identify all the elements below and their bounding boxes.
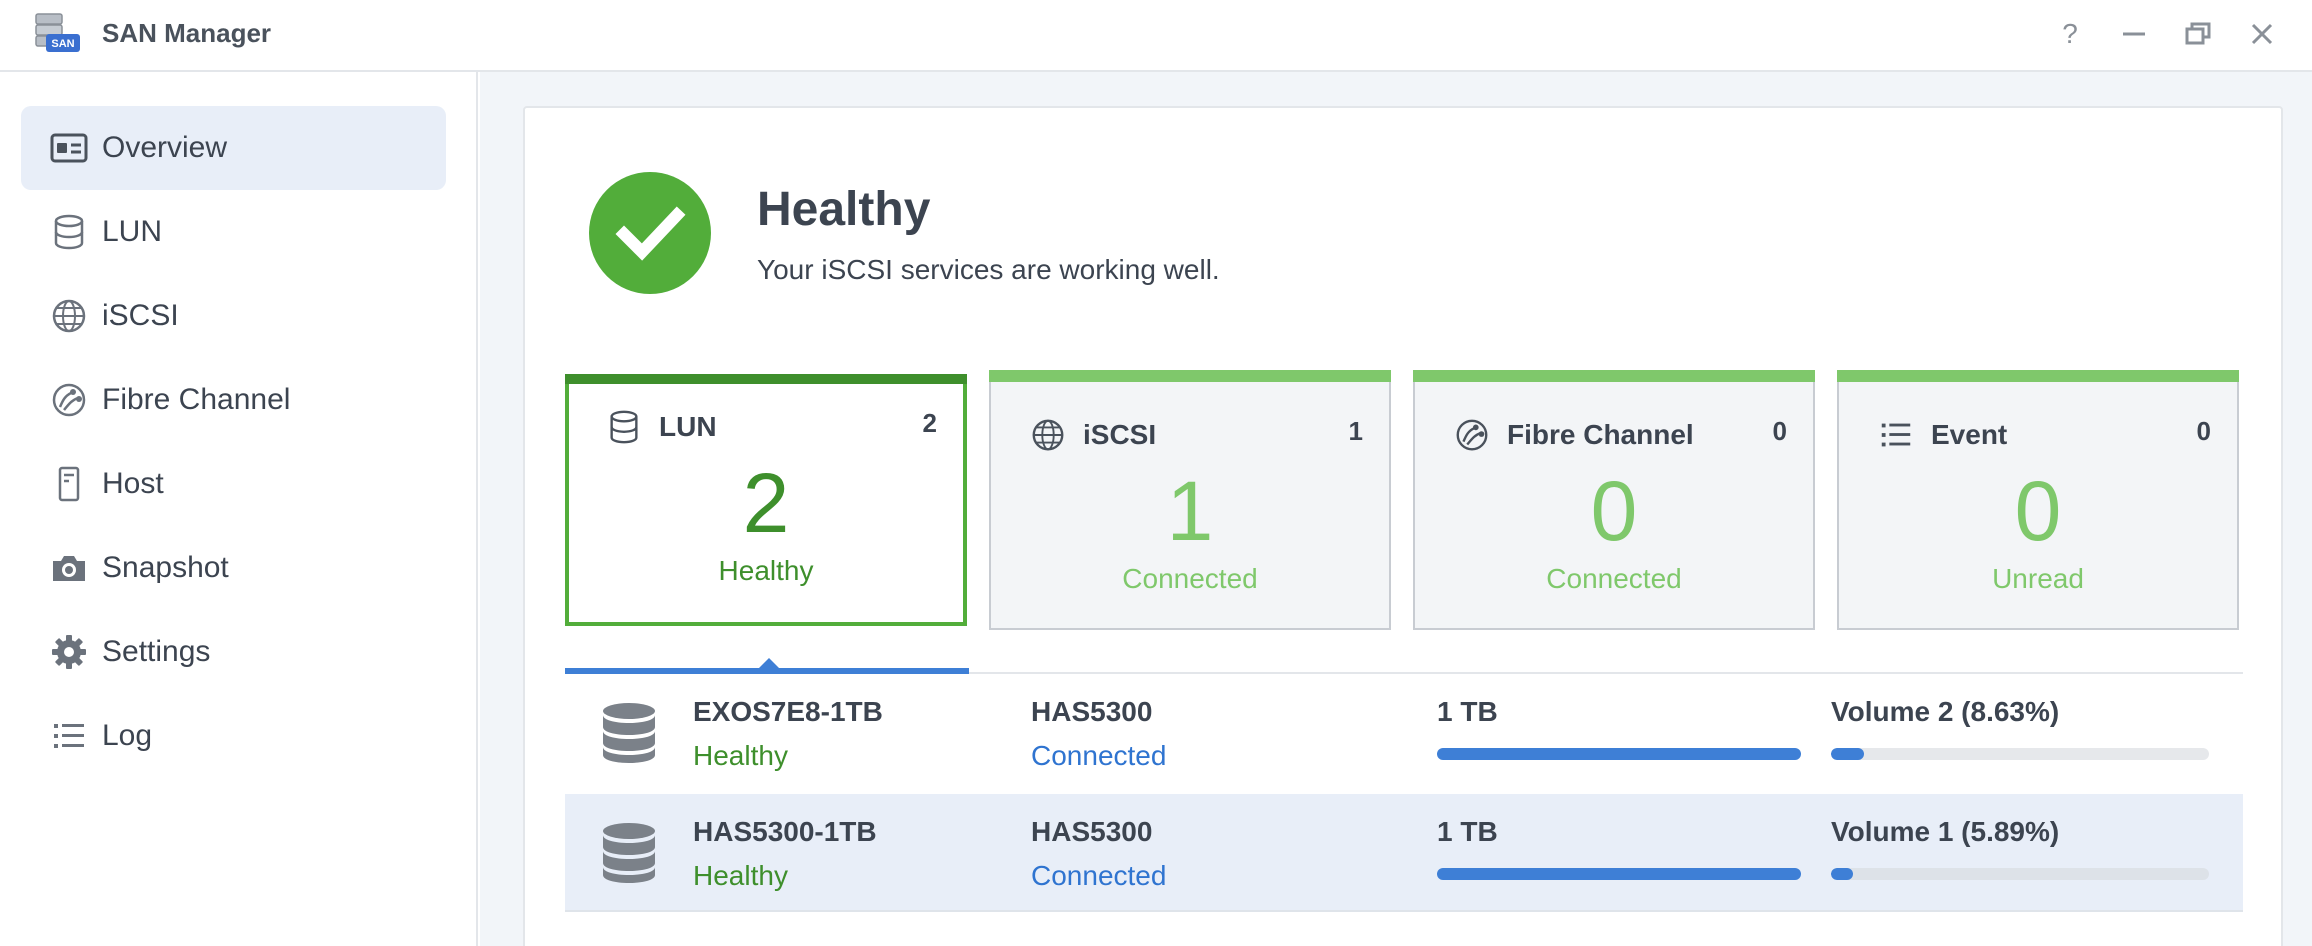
health-title: Healthy	[757, 183, 931, 236]
overview-icon	[50, 133, 88, 163]
card-status-bar	[1413, 370, 1815, 382]
help-icon: ?	[2062, 18, 2078, 49]
host-icon	[58, 466, 80, 502]
lun-size: 1 TB	[1437, 696, 1498, 727]
lun-name: HAS5300-1TB	[693, 816, 877, 847]
database-icon	[610, 410, 638, 444]
card-status-bar	[989, 370, 1391, 382]
volume-usage-bar	[1831, 868, 2209, 880]
camera-icon	[53, 556, 85, 581]
card-status-label: Connected	[1122, 563, 1258, 594]
health-description: Your iSCSI services are working well.	[757, 254, 1220, 285]
card-status-bar	[1837, 370, 2239, 382]
sidebar-item-log[interactable]: Log	[21, 694, 446, 778]
lun-size: 1 TB	[1437, 816, 1498, 847]
lun-summary-card[interactable]: LUN 2 2 Healthy	[565, 374, 967, 626]
event-summary-card[interactable]: Event 0 0 Unread	[1837, 370, 2239, 630]
lun-size-bar	[1437, 868, 1801, 880]
lun-connection-status: Connected	[1031, 740, 1167, 771]
lun-status: Healthy	[693, 860, 788, 891]
active-card-indicator	[565, 668, 969, 674]
main-content: Healthy Your iSCSI services are working …	[480, 72, 2312, 946]
lun-size-bar	[1437, 748, 1801, 760]
svg-text:SAN: SAN	[51, 38, 74, 50]
lun-volume: Volume 2 (8.63%)	[1831, 696, 2060, 727]
card-title: iSCSI	[1083, 419, 1157, 450]
card-value: 0	[1590, 464, 1638, 558]
disk-stack-icon	[603, 703, 655, 763]
checkmark-icon	[615, 206, 686, 261]
lun-row[interactable]: EXOS7E8-1TB Healthy HAS5300 Connected 1 …	[565, 674, 2243, 792]
minimize-icon	[2123, 32, 2145, 36]
card-status-label: Connected	[1546, 563, 1682, 594]
database-icon	[54, 214, 84, 250]
card-status-label: Healthy	[718, 555, 814, 586]
card-value: 2	[742, 456, 790, 550]
card-title: Event	[1931, 419, 2008, 450]
card-count: 1	[1348, 416, 1363, 446]
lun-status: Healthy	[693, 740, 788, 771]
sidebar: Overview LUN iSCSI Fibre Channel	[0, 72, 478, 946]
sidebar-item-snapshot[interactable]: Snapshot	[21, 526, 446, 610]
lun-host: HAS5300	[1031, 696, 1153, 727]
iscsi-summary-card[interactable]: iSCSI 1 1 Connected	[989, 370, 1391, 630]
help-button[interactable]: ?	[2052, 16, 2088, 52]
card-title: Fibre Channel	[1507, 419, 1694, 450]
card-count: 0	[1772, 416, 1787, 446]
lun-host: HAS5300	[1031, 816, 1153, 847]
title-bar: SAN SAN Manager ?	[0, 0, 2312, 72]
restore-button[interactable]	[2180, 16, 2216, 52]
list-icon	[1881, 423, 1911, 447]
lun-row[interactable]: HAS5300-1TB Healthy HAS5300 Connected 1 …	[565, 794, 2243, 912]
fibre-channel-summary-card[interactable]: Fibre Channel 0 0 Connected	[1413, 370, 1815, 630]
lun-name: EXOS7E8-1TB	[693, 696, 883, 727]
health-status-indicator	[589, 172, 711, 294]
globe-icon	[52, 299, 86, 333]
close-button[interactable]	[2244, 16, 2280, 52]
card-value: 1	[1166, 464, 1214, 558]
sidebar-item-iscsi[interactable]: iSCSI	[21, 274, 446, 358]
volume-usage-bar	[1831, 748, 2209, 760]
card-count: 0	[2196, 416, 2211, 446]
sidebar-item-lun[interactable]: LUN	[21, 190, 446, 274]
overview-panel: Healthy Your iSCSI services are working …	[523, 106, 2283, 946]
list-divider	[565, 672, 2243, 674]
lun-volume: Volume 1 (5.89%)	[1831, 816, 2060, 847]
close-icon	[2251, 23, 2273, 45]
sidebar-item-host[interactable]: Host	[21, 442, 446, 526]
sidebar-item-settings[interactable]: Settings	[21, 610, 446, 694]
volume-usage-fill	[1831, 868, 1854, 880]
sidebar-item-label: LUN	[102, 215, 163, 248]
app-title: SAN Manager	[102, 18, 272, 48]
sidebar-item-label: iSCSI	[102, 299, 179, 332]
fibre-channel-icon	[52, 383, 86, 417]
card-status-label: Unread	[1992, 563, 2084, 594]
sidebar-item-label: Host	[102, 467, 164, 500]
card-value: 0	[2014, 464, 2062, 558]
sidebar-item-label: Overview	[102, 131, 228, 164]
sidebar-item-label: Settings	[102, 635, 211, 668]
globe-icon	[1032, 419, 1064, 451]
list-icon	[54, 724, 84, 748]
sidebar-item-overview[interactable]: Overview	[21, 106, 446, 190]
san-manager-app-icon: SAN	[32, 12, 82, 56]
gear-icon	[52, 635, 86, 669]
minimize-button[interactable]	[2116, 16, 2152, 52]
restore-icon	[2185, 22, 2211, 45]
lun-connection-status: Connected	[1031, 860, 1167, 891]
sidebar-item-label: Log	[102, 719, 153, 752]
card-title: LUN	[659, 411, 717, 442]
card-status-bar	[565, 374, 967, 384]
disk-stack-icon	[603, 823, 655, 883]
sidebar-item-fibre-channel[interactable]: Fibre Channel	[21, 358, 446, 442]
sidebar-item-label: Fibre Channel	[102, 383, 291, 416]
card-count: 2	[922, 408, 937, 438]
active-card-caret	[759, 658, 779, 668]
sidebar-item-label: Snapshot	[102, 551, 229, 584]
volume-usage-fill	[1831, 748, 1864, 760]
fibre-channel-icon	[1456, 419, 1488, 451]
